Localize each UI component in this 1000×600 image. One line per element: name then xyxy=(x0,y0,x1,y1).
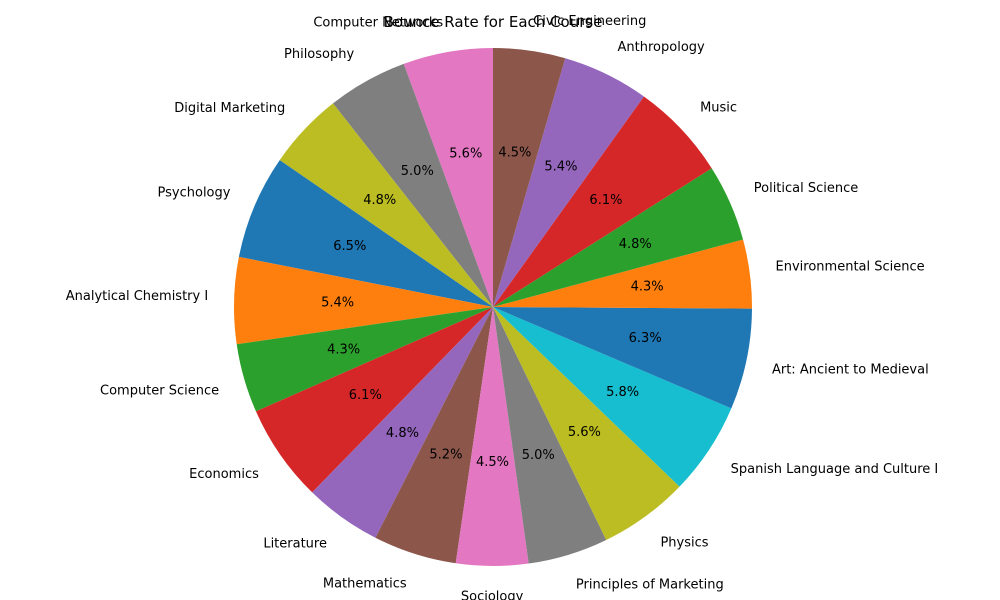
pie-category-label-principles-of-marketing: Principles of Marketing xyxy=(576,577,724,592)
category-labels-group: Computer Networks Philosophy Digital Marke… xyxy=(66,14,939,600)
pie-slice-analytical-chemistry-i xyxy=(234,256,493,345)
pie-category-label-art-ancient-to-medieval: Art: Ancient to Medieval xyxy=(772,363,929,378)
pie-slice-digital-marketing xyxy=(279,103,493,308)
pie-category-label-sociology: Sociology xyxy=(461,590,524,600)
pie-percent-label-computer-networks: 5.6% xyxy=(449,146,482,161)
pie-slice-psychology xyxy=(238,160,493,307)
pie-category-label-anthropology: Anthropology xyxy=(618,40,706,55)
pie-slice-mathematics xyxy=(375,307,493,564)
pie-percent-label-art-ancient-to-medieval: 6.3% xyxy=(629,331,662,346)
pie-category-label-digital-marketing: Digital Marketing xyxy=(174,101,285,116)
pie-percent-label-philosophy: 5.0% xyxy=(401,164,434,179)
pie-percent-label-physics: 5.6% xyxy=(568,425,601,440)
pie-category-label-psychology: Psychology xyxy=(158,185,231,200)
pie-percent-label-principles-of-marketing: 5.0% xyxy=(522,448,555,463)
pie-slice-spanish-language-and-culture-i xyxy=(493,307,732,487)
pie-category-label-spanish-language-and-culture-i: Spanish Language and Culture I xyxy=(731,462,939,477)
pie-percent-label-psychology: 6.5% xyxy=(333,239,366,254)
pie-slice-anthropology xyxy=(493,58,644,307)
pie-slice-art-ancient-to-medieval xyxy=(493,307,752,409)
pie-percent-label-literature: 4.8% xyxy=(386,426,419,441)
chart-title: Bounce Rate for Each Course xyxy=(384,13,603,31)
pie-slice-political-science xyxy=(493,168,744,307)
pie-percent-label-economics: 6.1% xyxy=(349,388,382,403)
pie-slice-computer-science xyxy=(236,307,494,412)
pie-category-label-physics: Physics xyxy=(660,535,708,550)
pie-percent-label-analytical-chemistry-i: 5.4% xyxy=(321,296,354,311)
slices-group xyxy=(234,48,752,566)
pie-category-label-computer-networks: Computer Networks xyxy=(313,15,443,30)
pie-percent-label-computer-science: 4.3% xyxy=(327,342,360,357)
pie-slice-literature xyxy=(312,307,493,538)
pie-slice-principles-of-marketing xyxy=(493,307,607,564)
pie-slice-computer-networks xyxy=(403,48,493,307)
pie-slice-philosophy xyxy=(332,63,493,307)
pie-slice-physics xyxy=(493,307,680,540)
pie-percent-label-environmental-science: 4.3% xyxy=(631,280,664,295)
pie-slice-economics xyxy=(255,307,493,493)
pie-percent-label-mathematics: 5.2% xyxy=(429,448,462,463)
pie-category-label-computer-science: Computer Science xyxy=(100,383,219,398)
pie-category-label-literature: Literature xyxy=(263,536,327,551)
pie-slice-music xyxy=(493,96,712,308)
pie-category-label-philosophy: Philosophy xyxy=(284,47,354,62)
pie-slice-civic-engineering xyxy=(493,48,566,307)
pie-percent-label-anthropology: 5.4% xyxy=(544,160,577,175)
pie-percent-label-digital-marketing: 4.8% xyxy=(363,193,396,208)
pie-category-label-environmental-science: Environmental Science xyxy=(776,259,925,274)
pie-percent-label-sociology: 4.5% xyxy=(476,455,509,470)
pie-category-label-civic-engineering: Civic Engineering xyxy=(533,14,646,29)
pie-category-label-political-science: Political Science xyxy=(754,181,859,196)
pie-percent-label-political-science: 4.8% xyxy=(619,237,652,252)
pie-slice-environmental-science xyxy=(493,239,752,309)
pie-category-label-music: Music xyxy=(700,100,737,115)
pie-percent-label-spanish-language-and-culture-i: 5.8% xyxy=(606,385,639,400)
pie-percent-label-civic-engineering: 4.5% xyxy=(498,146,531,161)
pie-category-label-analytical-chemistry-i: Analytical Chemistry I xyxy=(66,289,208,304)
pie-percent-label-music: 6.1% xyxy=(589,193,622,208)
pie-category-label-mathematics: Mathematics xyxy=(323,576,407,591)
percent-labels-group: 5.6% 5.0% 4.8% 6.5% 5.4% 4.3% 6.1% 4.8% 5.2% 4.5%… xyxy=(321,146,663,470)
pie-slice-sociology xyxy=(455,307,529,566)
pie-category-label-economics: Economics xyxy=(189,467,259,482)
